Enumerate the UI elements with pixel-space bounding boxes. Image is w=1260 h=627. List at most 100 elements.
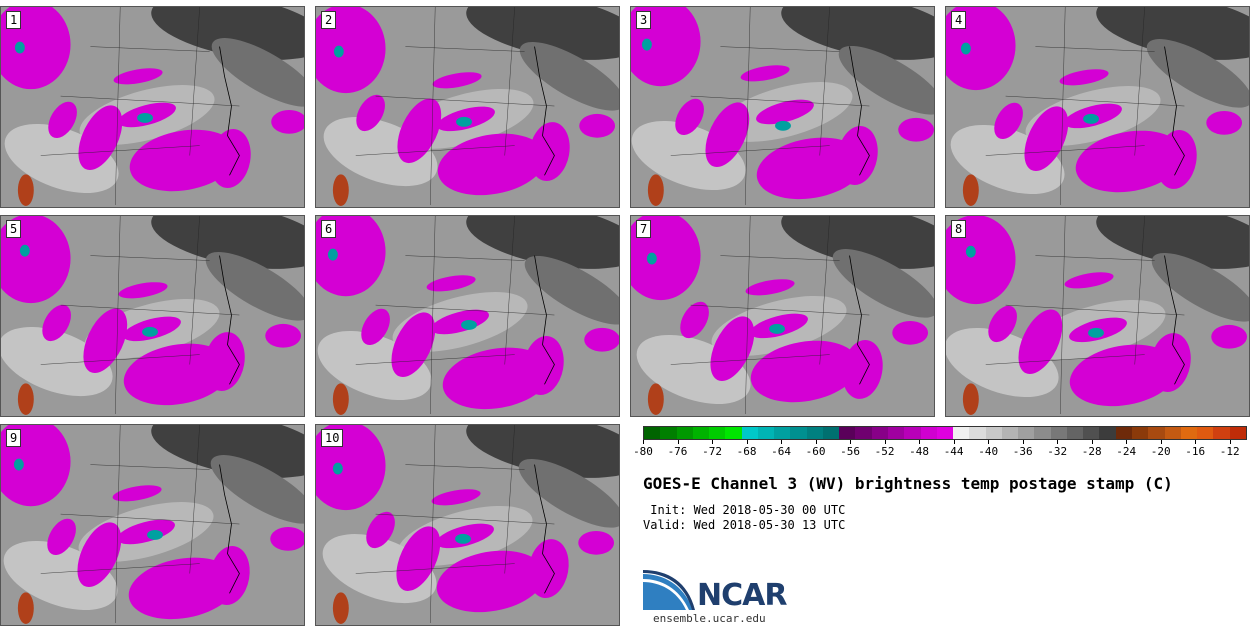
panel-number-label: 5 <box>6 220 22 238</box>
colorbar-tick-label: -48 <box>909 445 930 458</box>
stamp-panel-1: 1 <box>0 6 305 208</box>
colorbar-segment <box>936 427 954 439</box>
init-time: Init: Wed 2018-05-30 00 UTC <box>643 503 846 517</box>
colorbar-segment <box>757 427 775 439</box>
colorbar-segment <box>871 427 888 439</box>
colorbar-tick-mark <box>677 440 679 444</box>
colorbar-tick-mark <box>1057 440 1059 444</box>
site-url[interactable]: ensemble.ucar.edu <box>653 612 766 625</box>
stamp-panel-10: 10 <box>315 424 620 626</box>
stamp-panel-2: 2 <box>315 6 620 208</box>
colorbar-tick-mark <box>1022 440 1024 444</box>
colorbar-segment <box>741 427 758 439</box>
colorbar-tick-label: -72 <box>702 445 722 458</box>
colorbar-tick-mark <box>1126 440 1128 444</box>
colorbar-tick-label: -40 <box>978 445 999 458</box>
colorbar-segment <box>904 427 921 439</box>
panel-number-label: 3 <box>636 11 652 29</box>
colorbar-segment <box>953 427 970 439</box>
colorbar-segment <box>1213 427 1230 439</box>
stamp-panel-8: 8 <box>945 215 1250 417</box>
colorbar-segment <box>1164 427 1181 439</box>
colorbar-tick-label: -52 <box>874 445 895 458</box>
colorbar-segment <box>725 427 742 439</box>
colorbar-tick-label: -44 <box>943 445 964 458</box>
colorbar-tick-mark <box>781 440 783 444</box>
colorbar-tick-mark <box>850 440 852 444</box>
colorbar-segment <box>644 427 661 439</box>
colorbar-segment <box>1148 427 1165 439</box>
colorbar-tick-mark <box>988 440 990 444</box>
panel-number-label: 4 <box>951 11 967 29</box>
panel-number-label: 6 <box>321 220 337 238</box>
stamp-panel-4: 4 <box>945 6 1250 208</box>
colorbar-segment <box>806 427 823 439</box>
colorbar-tick-mark <box>1091 440 1093 444</box>
colorbar-segment <box>822 427 840 439</box>
colorbar-tick-mark <box>746 440 748 444</box>
logo-text: NCAR <box>697 578 787 613</box>
colorbar-tick-label: -76 <box>667 445 688 458</box>
colorbar-tick-label: -20 <box>1150 445 1171 458</box>
stamp-panel-5: 5 <box>0 215 305 417</box>
stamp-panel-6: 6 <box>315 215 620 417</box>
figure-title: GOES-E Channel 3 (WV) brightness temp po… <box>643 474 1173 493</box>
colorbar-segment <box>839 427 856 439</box>
colorbar-tick-mark <box>712 440 714 444</box>
colorbar-tick-mark <box>1229 440 1231 444</box>
colorbar-tick-mark <box>1195 440 1197 444</box>
colorbar-tick-label: -32 <box>1047 445 1068 458</box>
colorbar-tick-label: -36 <box>1012 445 1033 458</box>
stamp-panel-9: 9 <box>0 424 305 626</box>
colorbar-segment <box>969 427 986 439</box>
colorbar-tick-mark <box>884 440 886 444</box>
colorbar <box>643 426 1247 440</box>
colorbar-segment <box>790 427 807 439</box>
colorbar-segment <box>1034 427 1051 439</box>
stamp-panel-7: 7 <box>630 215 935 417</box>
colorbar-segment <box>774 427 791 439</box>
colorbar-segment <box>1083 427 1100 439</box>
colorbar-tick-label: -80 <box>633 445 653 458</box>
panel-number-label: 2 <box>321 11 337 29</box>
colorbar-segment <box>887 427 905 439</box>
panel-number-label: 10 <box>321 429 344 447</box>
colorbar-segment <box>1197 427 1214 439</box>
colorbar-segment <box>1099 427 1116 439</box>
colorbar-tick-label: -12 <box>1219 445 1240 458</box>
colorbar-tick-label: -60 <box>805 445 826 458</box>
colorbar-ticks: -80 -76 -72 -68 -64 -60 -56 -52 -48 -44 -40 -36 -32-… <box>633 440 1247 460</box>
colorbar-segment <box>1131 427 1149 439</box>
colorbar-segment <box>1229 427 1246 439</box>
colorbar-segment <box>985 427 1002 439</box>
colorbar-tick-mark <box>815 440 817 444</box>
colorbar-segment <box>1180 427 1198 439</box>
colorbar-segment <box>1115 427 1132 439</box>
colorbar-segment <box>920 427 937 439</box>
panel-number-label: 1 <box>6 11 22 29</box>
colorbar-tick-mark <box>643 440 644 444</box>
colorbar-tick-label: -16 <box>1185 445 1206 458</box>
colorbar-segment <box>1018 427 1035 439</box>
ncar-logo-icon <box>643 570 695 610</box>
panel-number-label: 9 <box>6 429 22 447</box>
colorbar-segment <box>1066 427 1084 439</box>
colorbar-tick-label: -28 <box>1081 445 1102 458</box>
colorbar-tick-mark <box>953 440 955 444</box>
colorbar-segment <box>1001 427 1019 439</box>
colorbar-segment <box>660 427 677 439</box>
colorbar-segment <box>676 427 693 439</box>
colorbar-segment <box>855 427 872 439</box>
colorbar-segment <box>709 427 726 439</box>
valid-time: Valid: Wed 2018-05-30 13 UTC <box>643 518 846 532</box>
colorbar-tick-label: -68 <box>736 445 757 458</box>
colorbar-segment <box>692 427 710 439</box>
colorbar-tick-label: -24 <box>1116 445 1137 458</box>
colorbar-tick-mark <box>1160 440 1162 444</box>
colorbar-tick-label: -56 <box>840 445 861 458</box>
stamp-panel-3: 3 <box>630 6 935 208</box>
colorbar-segment <box>1050 427 1067 439</box>
panel-number-label: 7 <box>636 220 652 238</box>
colorbar-tick-label: -64 <box>771 445 791 458</box>
panel-number-label: 8 <box>951 220 967 238</box>
